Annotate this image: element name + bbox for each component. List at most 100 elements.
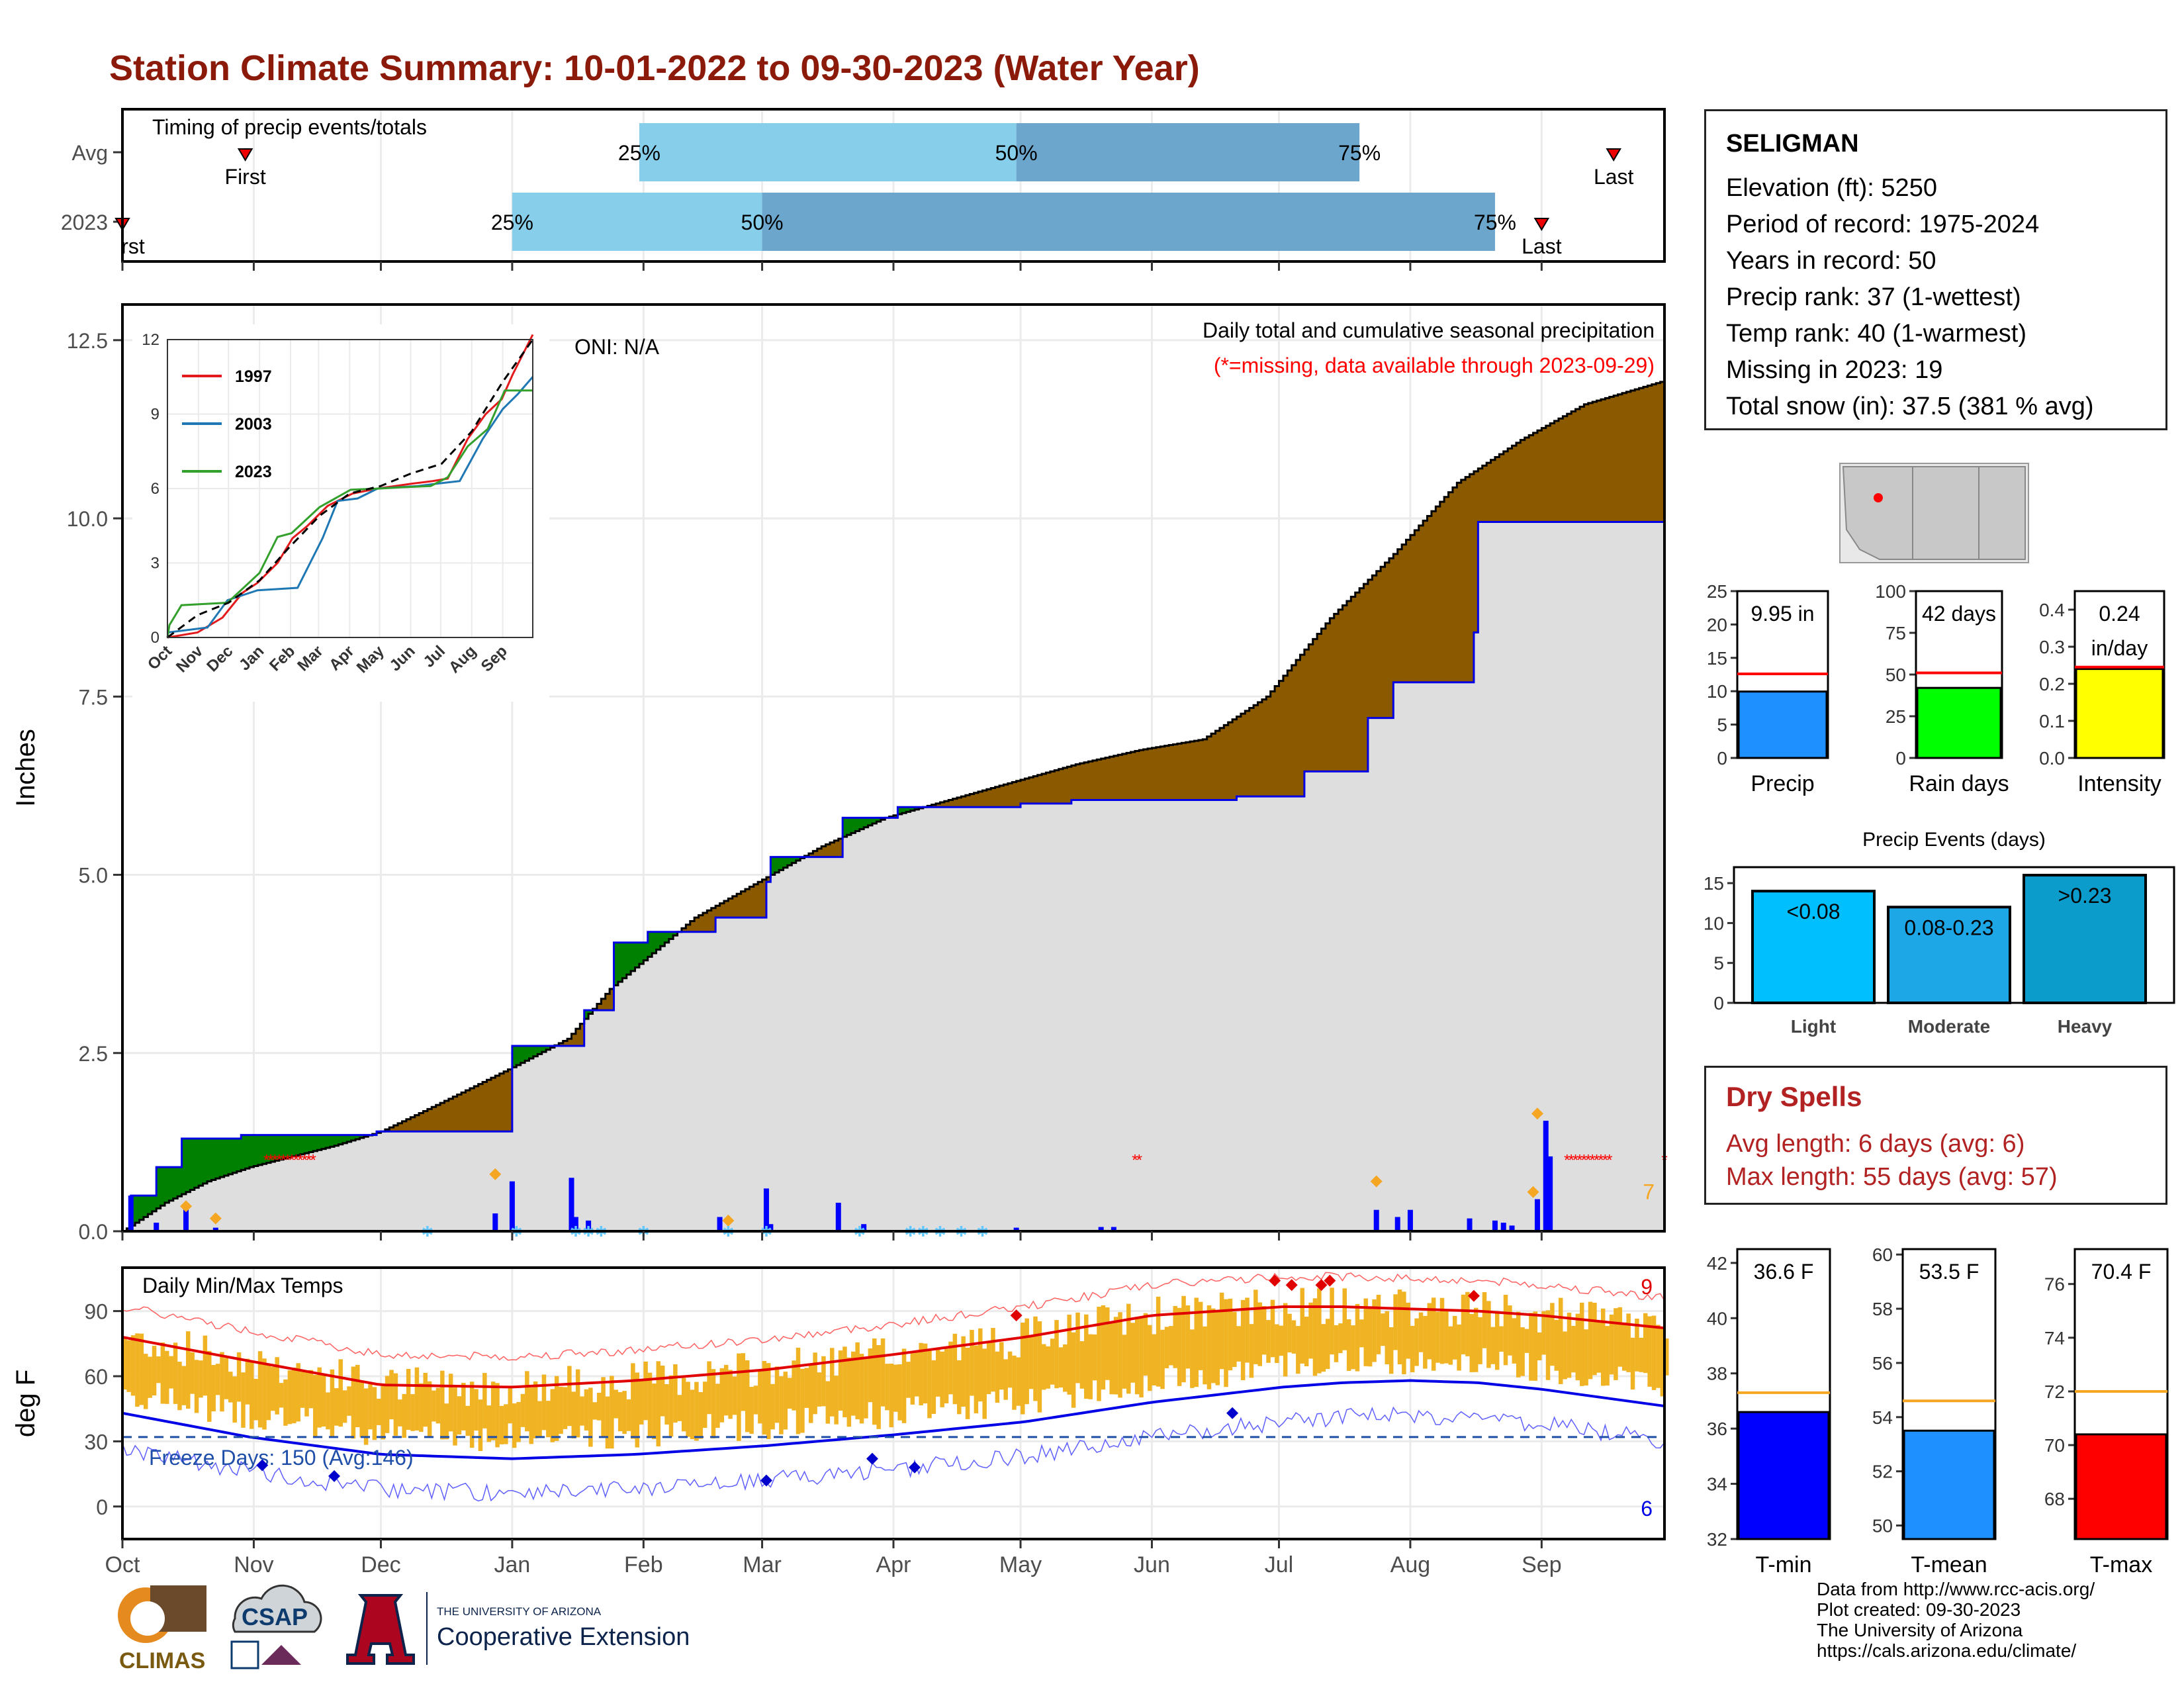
temp-daily-bar bbox=[1185, 1305, 1191, 1369]
precip-below-avg-band bbox=[1427, 516, 1432, 682]
temp-daily-bar bbox=[1143, 1313, 1148, 1376]
precip-ylabel: Inches bbox=[11, 729, 40, 807]
temp-daily-bar bbox=[1508, 1305, 1512, 1356]
temp-daily-bar bbox=[190, 1352, 195, 1394]
precip-above-avg-band bbox=[257, 1135, 263, 1165]
temp-daily-bar bbox=[571, 1391, 576, 1438]
precip-below-avg-band bbox=[982, 790, 987, 808]
temp-daily-bar bbox=[1003, 1359, 1008, 1400]
temp-daily-bar bbox=[588, 1387, 593, 1447]
precip-missing-marker: * bbox=[297, 1151, 303, 1169]
temp-daily-bar bbox=[173, 1342, 178, 1404]
precip-above-avg-band bbox=[194, 1139, 199, 1188]
temp-daily-bar bbox=[377, 1398, 381, 1425]
temp-daily-bar bbox=[181, 1366, 187, 1405]
precip-above-avg-band bbox=[901, 807, 907, 814]
precip-below-avg-band bbox=[1448, 492, 1453, 682]
precip-below-avg-band bbox=[1376, 571, 1381, 718]
precip-below-avg-band bbox=[1490, 459, 1496, 522]
precip-missing-marker: * bbox=[1594, 1151, 1600, 1169]
temp-daily-bar bbox=[504, 1404, 508, 1444]
timing-bar-50-75-2023 bbox=[762, 193, 1495, 251]
timing-last-label: Last bbox=[1594, 165, 1634, 189]
temp-daily-bar bbox=[906, 1362, 911, 1398]
precip-below-avg-band bbox=[762, 879, 767, 918]
precip-above-avg-band bbox=[152, 1196, 157, 1211]
temp-daily-bar bbox=[702, 1382, 707, 1429]
temp-record-high-count: 9 bbox=[1641, 1275, 1653, 1299]
temp-daily-bar bbox=[432, 1390, 436, 1422]
precip-missing-marker: * bbox=[276, 1151, 282, 1169]
timing-last-label: Last bbox=[1522, 234, 1562, 258]
inset-legend-label-1997: 1997 bbox=[235, 367, 272, 386]
precip-below-avg-band bbox=[393, 1125, 398, 1132]
temp-title: Daily Min/Max Temps bbox=[142, 1274, 343, 1297]
temp-record-low-marker bbox=[328, 1470, 341, 1482]
precip-above-avg-band bbox=[156, 1167, 161, 1209]
temp-daily-bar bbox=[1533, 1311, 1538, 1381]
precip-title: Daily total and cumulative seasonal prec… bbox=[1203, 318, 1655, 342]
precip-above-avg-band bbox=[584, 1010, 589, 1019]
temp-daily-bar bbox=[1558, 1297, 1563, 1384]
precip-below-avg-band bbox=[504, 1071, 509, 1132]
precip-above-avg-band bbox=[190, 1139, 195, 1190]
events-ytick-label: 5 bbox=[1713, 953, 1724, 974]
precip-daily-bar bbox=[1534, 1199, 1540, 1231]
precip-above-avg-band bbox=[296, 1135, 301, 1156]
temp-daily-bar bbox=[1423, 1315, 1428, 1369]
precip-below-avg-band bbox=[813, 851, 818, 857]
precip-below-avg-band bbox=[838, 838, 843, 857]
small-bar-ytick-label: 0.0 bbox=[2039, 748, 2065, 769]
temp-daily-bar bbox=[271, 1366, 275, 1411]
precip-below-avg-band bbox=[596, 1004, 602, 1011]
temp-daily-bar bbox=[1283, 1303, 1288, 1377]
precip-below-avg-band bbox=[1363, 584, 1369, 772]
temp-daily-bar bbox=[203, 1335, 208, 1396]
precip-below-avg-band bbox=[1516, 442, 1521, 522]
temp-daily-bar bbox=[1435, 1311, 1440, 1363]
precip-below-avg-band bbox=[1033, 776, 1038, 804]
temp-daily-bar bbox=[927, 1349, 932, 1419]
temp-daily-bar bbox=[846, 1357, 852, 1427]
precip-below-avg-band bbox=[1414, 530, 1420, 682]
precip-below-avg-band bbox=[1346, 601, 1351, 772]
temp-daily-bar bbox=[610, 1376, 614, 1449]
info-temp-rank: Temp rank: 40 (1-warmest) bbox=[1726, 320, 2027, 348]
temp-daily-bar bbox=[1351, 1325, 1355, 1370]
temp-daily-bar bbox=[490, 1382, 496, 1440]
precip-summary-bar-1: 0 25 50 75 100 42 days Rain days bbox=[1875, 581, 2009, 796]
temp-daily-bar bbox=[880, 1338, 886, 1407]
temp-daily-bar bbox=[1321, 1324, 1326, 1372]
precip-below-avg-band bbox=[1109, 757, 1115, 800]
temp-daily-bar bbox=[152, 1346, 157, 1396]
precip-below-avg-band bbox=[1092, 760, 1097, 800]
precip-missing-marker: * bbox=[281, 1151, 287, 1169]
small-bar-ytick-label: 50 bbox=[1886, 665, 1906, 685]
precip-below-avg-band bbox=[1194, 741, 1199, 800]
temp-xtick-label-jul: Jul bbox=[1265, 1552, 1293, 1577]
temp-daily-bar bbox=[910, 1353, 915, 1405]
temp-daily-bar bbox=[1524, 1329, 1529, 1353]
temp-daily-bar bbox=[308, 1370, 314, 1409]
precip-below-avg-band bbox=[808, 853, 813, 857]
temp-record-high-marker bbox=[1010, 1309, 1023, 1322]
station-info-box: SELIGMAN Elevation (ft): 5250 Period of … bbox=[1704, 109, 2167, 430]
temp-daily-bar bbox=[850, 1351, 856, 1416]
small-bar-ytick-label: 56 bbox=[1872, 1353, 1893, 1374]
precip-above-avg-band bbox=[253, 1135, 259, 1166]
temp-daily-bar bbox=[207, 1350, 212, 1422]
precip-below-avg-band bbox=[1266, 696, 1271, 797]
temp-record-high-marker bbox=[1269, 1274, 1281, 1287]
precip-below-avg-band bbox=[461, 1092, 467, 1132]
precip-ytick-label: 10.0 bbox=[67, 507, 108, 531]
precip-below-avg-band bbox=[1300, 655, 1305, 797]
precip-below-avg-band bbox=[575, 1029, 580, 1046]
temp-daily-bar bbox=[342, 1390, 347, 1423]
temp-daily-bar bbox=[1563, 1331, 1567, 1380]
timing-panel: 25% 50% 75% Avg First Last 25% 50% 75% 2023 rst Las… bbox=[61, 108, 1666, 271]
precip-below-avg-band bbox=[1397, 549, 1402, 682]
precip-above-avg-band bbox=[656, 931, 661, 950]
temp-daily-bar bbox=[262, 1358, 267, 1430]
